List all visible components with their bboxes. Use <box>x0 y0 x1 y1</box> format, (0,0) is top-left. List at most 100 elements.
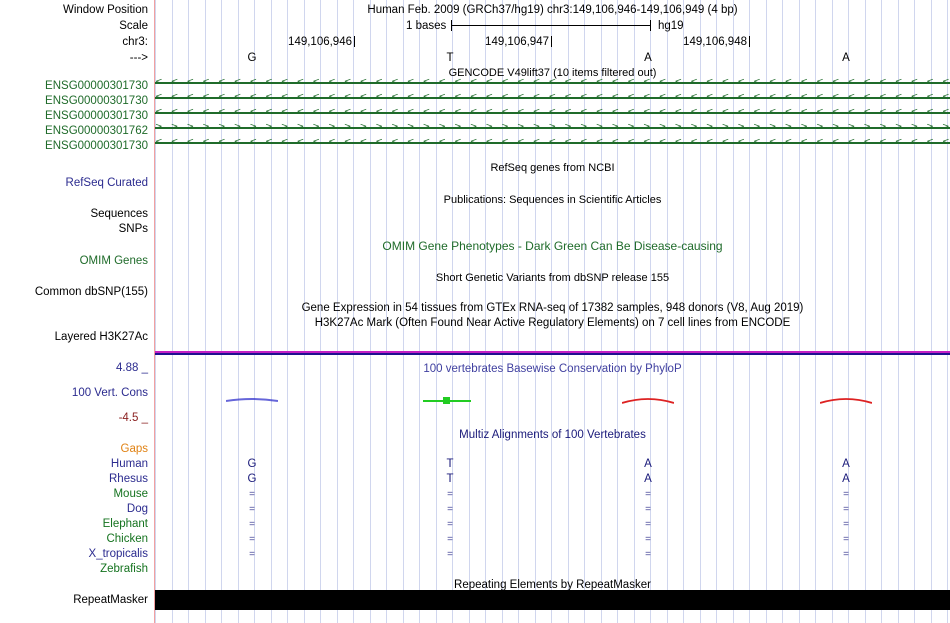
gencode-gene-row[interactable]: <<<<<<<<<<<<<<<<<<<<<<<<<<<<<<<<<<<<<<<<… <box>155 78 950 87</box>
multiz-gap-marker: = <box>249 534 255 545</box>
repeatmasker-label[interactable]: RepeatMasker <box>73 594 148 606</box>
multiz-species-label[interactable]: X_tropicalis <box>88 548 148 560</box>
conservation-min-value: -4.5 _ <box>118 412 148 424</box>
gene-body-line <box>155 127 950 129</box>
reference-base-letter: G <box>247 52 257 64</box>
multiz-gap-marker: = <box>249 504 255 515</box>
gencode-gene-label[interactable]: ENSG00000301762 <box>45 125 148 137</box>
multiz-gap-marker: = <box>645 549 651 560</box>
multiz-gap-marker: = <box>447 534 453 545</box>
sequences-label[interactable]: Sequences <box>90 208 148 220</box>
multiz-gap-marker: = <box>843 489 849 500</box>
gencode-gene-row[interactable]: <<<<<<<<<<<<<<<<<<<<<<<<<<<<<<<<<<<<<<<<… <box>155 93 950 102</box>
snps-label[interactable]: SNPs <box>118 223 148 235</box>
multiz-gap-marker: = <box>843 534 849 545</box>
multiz-species-label[interactable]: Elephant <box>102 518 148 530</box>
gencode-gene-label[interactable]: ENSG00000301730 <box>45 95 148 107</box>
gencode-track-title[interactable]: GENCODE V49lift37 (10 items filtered out… <box>448 67 657 79</box>
conservation-blue-arc <box>226 398 278 402</box>
ruler-coordinate-label: 149,106,947 <box>485 36 549 48</box>
ruler-tick <box>354 36 355 47</box>
multiz-species-label[interactable]: Dog <box>126 503 148 515</box>
conservation-red-arc <box>820 398 872 404</box>
gencode-gene-row[interactable]: <<<<<<<<<<<<<<<<<<<<<<<<<<<<<<<<<<<<<<<<… <box>155 138 950 147</box>
assembly-label: hg19 <box>658 20 684 32</box>
multiz-base-letter: A <box>842 458 850 470</box>
multiz-species-label[interactable]: Human <box>110 458 148 470</box>
gaps-label[interactable]: Gaps <box>120 443 149 455</box>
h3k27ac-track-title[interactable]: H3K27Ac Mark (Often Found Near Active Re… <box>314 317 791 329</box>
scale-value: 1 bases <box>406 20 447 32</box>
multiz-track-title[interactable]: Multiz Alignments of 100 Vertebrates <box>459 429 646 441</box>
multiz-gap-marker: = <box>249 519 255 530</box>
multiz-species-label[interactable]: Zebrafish <box>100 563 148 575</box>
repeatmasker-bar[interactable] <box>155 590 950 610</box>
gene-body-line <box>155 142 950 144</box>
refseq-track-title[interactable]: RefSeq genes from NCBI <box>490 162 615 174</box>
conservation-red-arc <box>622 398 674 404</box>
multiz-gap-marker: = <box>645 519 651 530</box>
strand-arrow-left-icon: <<<<<<<<<<<<<<<<<<<<<<<<<<<<<<<<<<<<<<<<… <box>155 108 950 117</box>
dbsnp-track-title[interactable]: Short Genetic Variants from dbSNP releas… <box>435 272 670 284</box>
scale-bar <box>451 20 651 31</box>
multiz-gap-marker: = <box>843 549 849 560</box>
scale-label: Scale <box>119 20 148 32</box>
multiz-gap-marker: = <box>447 519 453 530</box>
omim-track-title[interactable]: OMIM Gene Phenotypes - Dark Green Can Be… <box>382 239 723 253</box>
ruler-tick <box>551 36 552 47</box>
common-dbsnp-label[interactable]: Common dbSNP(155) <box>34 286 148 298</box>
multiz-species-label[interactable]: Mouse <box>113 488 148 500</box>
multiz-gap-marker: = <box>447 549 453 560</box>
multiz-species-label[interactable]: Chicken <box>106 533 148 545</box>
multiz-gap-marker: = <box>645 534 651 545</box>
strand-arrow-left-icon: <<<<<<<<<<<<<<<<<<<<<<<<<<<<<<<<<<<<<<<<… <box>155 78 950 87</box>
gene-body-line <box>155 112 950 114</box>
conservation-positive-peak <box>443 397 450 404</box>
multiz-gap-marker: = <box>843 519 849 530</box>
refseq-curated-label[interactable]: RefSeq Curated <box>65 177 148 189</box>
chromosome-label: chr3: <box>122 36 148 48</box>
publications-track-title[interactable]: Publications: Sequences in Scientific Ar… <box>443 194 662 206</box>
multiz-base-letter: G <box>247 473 257 485</box>
gene-body-line <box>155 97 950 99</box>
conservation-track-label[interactable]: 100 Vert. Cons <box>71 387 148 399</box>
omim-genes-label[interactable]: OMIM Genes <box>79 255 148 267</box>
gene-body-line <box>155 82 950 84</box>
multiz-base-letter: A <box>644 473 652 485</box>
repeatmasker-track-title[interactable]: Repeating Elements by RepeatMasker <box>454 579 651 591</box>
conservation-max-value: 4.88 _ <box>116 362 148 374</box>
window-position-label: Window Position <box>62 4 148 16</box>
h3k27ac-magenta-bar <box>155 351 950 353</box>
gencode-gene-label[interactable]: ENSG00000301730 <box>45 110 148 122</box>
gencode-gene-row[interactable]: <<<<<<<<<<<<<<<<<<<<<<<<<<<<<<<<<<<<<<<<… <box>155 108 950 117</box>
multiz-gap-marker: = <box>645 489 651 500</box>
gencode-gene-label[interactable]: ENSG00000301730 <box>45 140 148 152</box>
ruler-tick <box>749 36 750 47</box>
multiz-gap-marker: = <box>843 504 849 515</box>
strand-arrow-left-icon: <<<<<<<<<<<<<<<<<<<<<<<<<<<<<<<<<<<<<<<<… <box>155 93 950 102</box>
reference-base-letter: A <box>842 52 850 64</box>
strand-arrow-right-icon: >>>>>>>>>>>>>>>>>>>>>>>>>>>>>>>>>>>>>>>>… <box>155 123 950 132</box>
gencode-gene-row[interactable]: >>>>>>>>>>>>>>>>>>>>>>>>>>>>>>>>>>>>>>>>… <box>155 123 950 132</box>
gencode-gene-label[interactable]: ENSG00000301730 <box>45 80 148 92</box>
multiz-gap-marker: = <box>645 504 651 515</box>
layered-h3k27ac-label[interactable]: Layered H3K27Ac <box>54 331 148 343</box>
multiz-gap-marker: = <box>249 489 255 500</box>
conservation-track-title[interactable]: 100 vertebrates Basewise Conservation by… <box>423 363 682 375</box>
window-position-value: Human Feb. 2009 (GRCh37/hg19) chr3:149,1… <box>367 4 738 16</box>
multiz-base-letter: G <box>247 458 257 470</box>
multiz-gap-marker: = <box>447 504 453 515</box>
ruler-coordinate-label: 149,106,948 <box>683 36 747 48</box>
ruler-coordinate-label: 149,106,946 <box>288 36 352 48</box>
reference-base-letter: A <box>644 52 652 64</box>
gtex-track-title[interactable]: Gene Expression in 54 tissues from GTEx … <box>301 302 804 314</box>
reference-base-letter: T <box>446 52 454 64</box>
strand-direction-label: ---> <box>129 52 148 64</box>
multiz-species-label[interactable]: Rhesus <box>109 473 148 485</box>
multiz-base-letter: A <box>644 458 652 470</box>
multiz-base-letter: A <box>842 473 850 485</box>
multiz-base-letter: T <box>446 473 454 485</box>
multiz-base-letter: T <box>446 458 454 470</box>
multiz-gap-marker: = <box>249 549 255 560</box>
